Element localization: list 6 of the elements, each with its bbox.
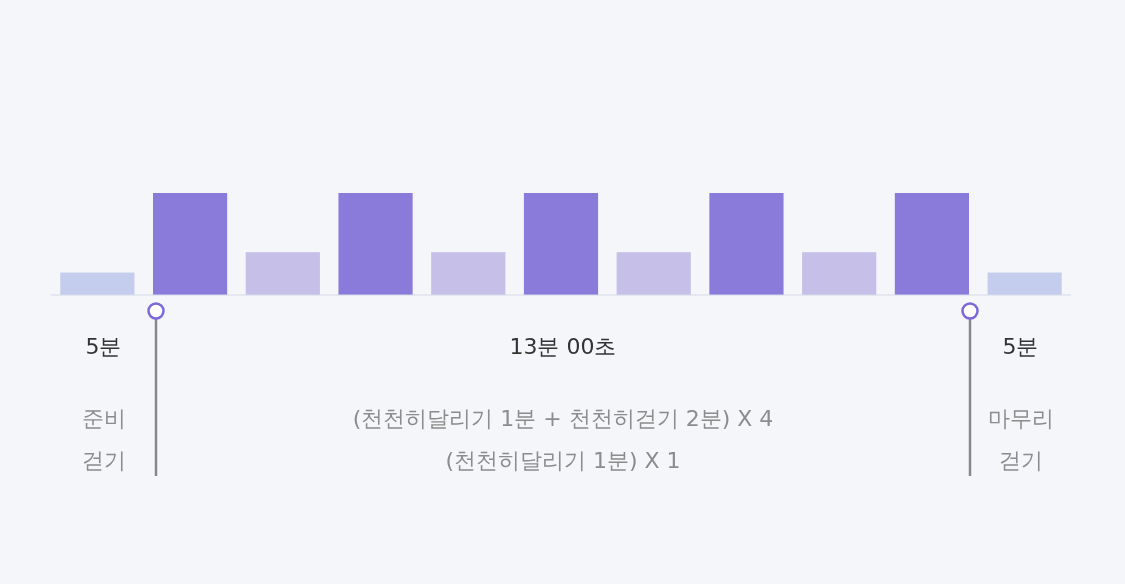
text: 5분: [85, 334, 122, 359]
text: (천천히달리기 1분 + 천천히걷기 2분) X 4 (천천히달리기 1분) X 1: [352, 406, 774, 473]
text: 마무리 걷기: [987, 406, 1054, 473]
text: 5분: [1002, 334, 1039, 359]
text: 13분 00초: [509, 334, 617, 359]
text: 준비 걷기: [81, 406, 126, 473]
